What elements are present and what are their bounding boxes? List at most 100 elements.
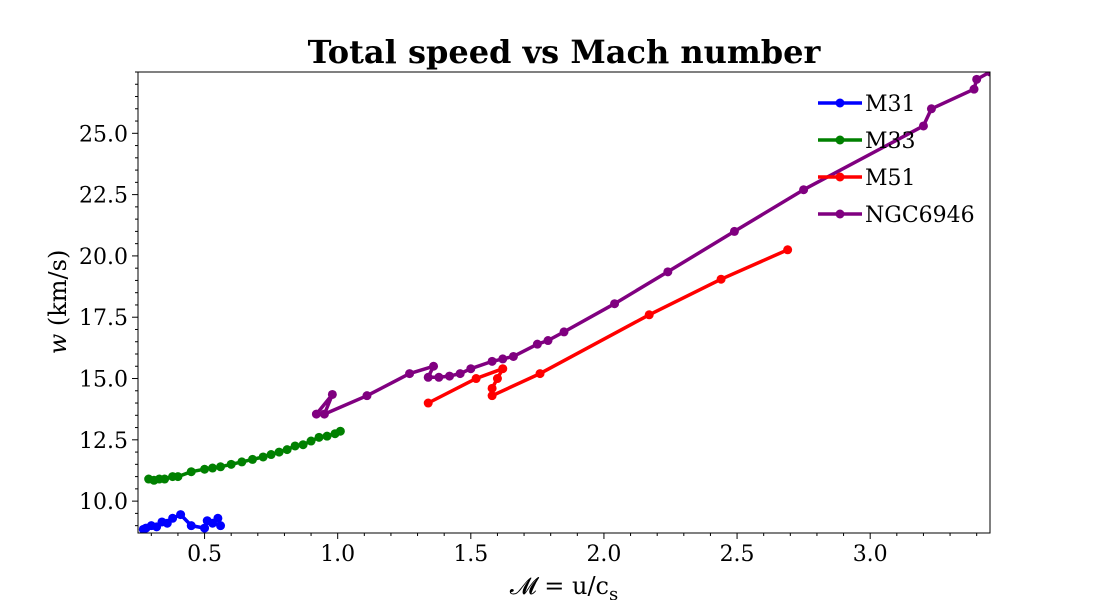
data-point-M31-0 (216, 521, 226, 531)
x-tick-label: 1.5 (453, 542, 488, 567)
legend-label: NGC6946 (865, 203, 975, 228)
data-point-M33-11 (237, 457, 247, 467)
data-point-M33-5 (173, 472, 183, 482)
data-point-M33-8 (208, 463, 218, 473)
series-M31 (138, 510, 226, 533)
data-point-NGC6946-24 (327, 389, 337, 399)
data-point-M33-17 (290, 441, 300, 451)
x-tick-label: 1.0 (320, 542, 355, 567)
legend-swatch-marker (835, 135, 845, 145)
data-point-NGC6946-23 (319, 409, 329, 419)
data-point-M51-0 (783, 245, 793, 255)
data-point-NGC6946-12 (508, 351, 518, 361)
data-point-M33-10 (226, 459, 236, 469)
data-point-M33-16 (282, 445, 292, 455)
series-line-M51 (426, 248, 790, 405)
data-point-M51-6 (492, 374, 502, 384)
plot-frame (137, 71, 991, 534)
series-line-NGC6946 (314, 72, 990, 416)
legend-swatch-marker (835, 98, 845, 108)
axes-layer: 0.5 1.0 1.5 2.0 2.5 3.0 10.0 12.5 15.0 17.5 20.0 22… (79, 71, 991, 567)
legend-swatch-marker (835, 209, 845, 219)
data-point-M51-1 (716, 274, 726, 284)
x-tick-label: 3.0 (853, 542, 888, 567)
y-tick-label: 15.0 (79, 368, 128, 393)
y-tick-label: 17.5 (79, 306, 128, 331)
y-tick-label: 22.5 (79, 184, 128, 209)
data-point-M51-3 (535, 369, 545, 379)
data-point-M33-14 (266, 450, 276, 460)
legend-label: M51 (865, 166, 916, 191)
data-point-NGC6946-21 (405, 369, 415, 379)
x-tick-label: 2.5 (720, 542, 755, 567)
data-point-NGC6946-11 (532, 339, 542, 349)
data-point-M33-21 (322, 431, 332, 441)
chart-title: Total speed vs Mach number (308, 33, 822, 71)
data-point-NGC6946-5 (799, 185, 809, 195)
data-point-M31-5 (186, 521, 196, 531)
data-point-M33-3 (160, 474, 170, 484)
y-tick-label: 12.5 (79, 429, 128, 454)
y-axis-label-unit: (km/s) (44, 250, 72, 334)
y-axis-label-variable: w (44, 333, 72, 354)
legend-entry-NGC6946: NGC6946 (818, 203, 975, 228)
y-tick-label: 10.0 (79, 490, 128, 515)
y-tick-label: 20.0 (79, 245, 128, 270)
data-point-M51-5 (487, 383, 497, 393)
data-point-M31-6 (176, 510, 186, 520)
data-point-M33-7 (200, 464, 210, 474)
data-point-NGC6946-19 (423, 372, 433, 382)
data-point-NGC6946-22 (362, 391, 372, 401)
data-point-NGC6946-25 (311, 409, 321, 419)
data-point-M33-9 (216, 462, 226, 472)
data-point-M31-3 (202, 516, 212, 526)
data-point-M33-23 (335, 426, 345, 436)
legend-label: M31 (865, 92, 916, 117)
data-point-NGC6946-13 (498, 354, 508, 364)
data-point-NGC6946-4 (918, 121, 928, 131)
data-point-NGC6946-0 (985, 72, 990, 77)
data-point-M31-4 (200, 523, 210, 533)
data-point-M33-13 (258, 452, 268, 462)
plot-area (138, 72, 990, 533)
series-NGC6946 (311, 72, 990, 419)
data-point-NGC6946-1 (972, 74, 982, 84)
legend-label: M33 (865, 129, 916, 154)
data-point-M51-8 (471, 374, 481, 384)
data-point-M51-7 (498, 364, 508, 374)
data-point-NGC6946-14 (487, 356, 497, 366)
data-point-NGC6946-20 (429, 361, 439, 371)
series-M51 (423, 245, 793, 408)
data-point-NGC6946-18 (434, 372, 444, 382)
data-point-NGC6946-8 (610, 299, 620, 309)
data-point-NGC6946-9 (559, 327, 569, 337)
plot-layer (138, 72, 990, 533)
data-point-M31-13 (138, 524, 148, 533)
data-point-NGC6946-15 (466, 364, 476, 374)
legend: M31 M33 M51 NGC6946 (818, 92, 975, 228)
x-axis-label: 𝓜 = u/cs (510, 572, 618, 600)
x-axis-label-subscript: s (609, 584, 618, 600)
legend-entry-M51: M51 (818, 166, 916, 191)
x-axis-label-main: 𝓜 = u/c (510, 572, 609, 600)
data-point-M51-4 (487, 391, 497, 401)
data-point-M51-2 (644, 310, 654, 320)
data-point-M33-15 (274, 447, 284, 457)
data-point-NGC6946-7 (663, 267, 673, 277)
data-point-NGC6946-16 (455, 369, 465, 379)
legend-entry-M33: M33 (818, 129, 916, 154)
legend-swatch-marker (835, 172, 845, 182)
y-tick-label: 25.0 (79, 122, 128, 147)
data-point-NGC6946-3 (926, 104, 936, 114)
data-point-NGC6946-17 (445, 371, 455, 381)
data-point-NGC6946-2 (969, 84, 979, 94)
data-point-M33-20 (314, 432, 324, 442)
x-tick-label: 0.5 (187, 542, 222, 567)
y-axis-label: w (km/s) (44, 250, 72, 355)
legend-entry-M31: M31 (818, 92, 916, 117)
data-point-M33-19 (306, 436, 316, 446)
data-point-NGC6946-6 (729, 226, 739, 236)
x-tick-label: 2.0 (586, 542, 621, 567)
data-point-M51-9 (423, 398, 433, 408)
